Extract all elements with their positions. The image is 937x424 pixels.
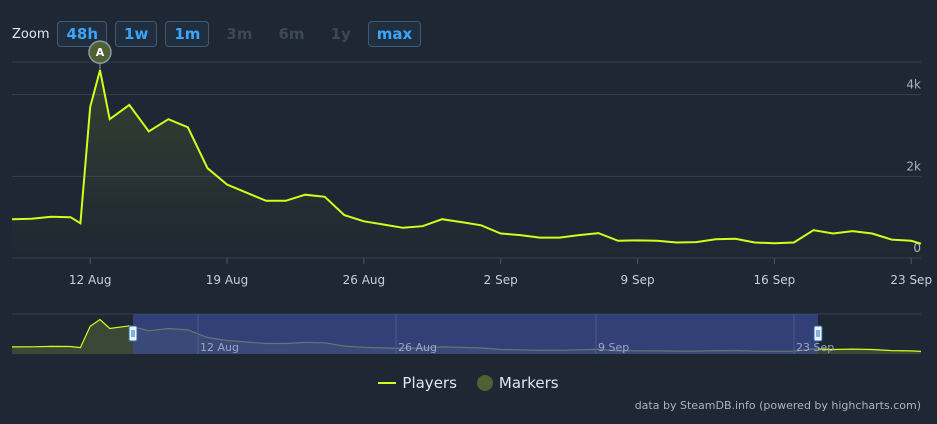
zoom-6m-button: 6m xyxy=(278,25,305,43)
navigator-tick-label: 26 Aug xyxy=(398,341,437,354)
x-axis: 12 Aug 19 Aug 26 Aug 2 Sep 9 Sep 16 Sep 23 Sep xyxy=(69,258,932,287)
players-line xyxy=(11,69,922,245)
navigator-tick-label: 12 Aug xyxy=(200,341,239,354)
navigator-selection[interactable] xyxy=(133,314,818,354)
zoom-label: Zoom xyxy=(12,26,50,42)
zoom-1w-button[interactable]: 1w xyxy=(115,21,158,47)
legend-markers[interactable]: Markers xyxy=(476,374,559,392)
markers-legend-dot-icon xyxy=(476,375,493,391)
zoom-3m-button: 3m xyxy=(226,25,253,43)
x-tick-label: 9 Sep xyxy=(621,273,655,287)
zoom-bar: Zoom 48h 1w 1m 3m 6m 1y max xyxy=(12,20,429,48)
marker-label: A xyxy=(96,46,105,59)
credits[interactable]: data by SteamDB.info (powered by highcha… xyxy=(634,399,921,412)
x-tick-label: 19 Aug xyxy=(206,273,249,287)
players-area xyxy=(12,70,921,258)
markers-layer[interactable]: A xyxy=(88,40,112,71)
x-tick-label: 2 Sep xyxy=(484,273,518,287)
legend-markers-label: Markers xyxy=(498,374,559,392)
legend-players-label: Players xyxy=(402,374,457,392)
marker-a-icon[interactable] xyxy=(88,40,112,64)
navigator-left-handle[interactable] xyxy=(128,325,138,342)
navigator-tick-label: 23 Sep xyxy=(796,341,834,354)
navigator-right-handle[interactable] xyxy=(813,325,823,342)
zoom-max-button[interactable]: max xyxy=(367,21,422,47)
y-axis: 02k4k xyxy=(906,78,921,255)
legend: Players Markers xyxy=(0,374,937,392)
zoom-1m-button[interactable]: 1m xyxy=(165,21,210,47)
x-tick-label: 16 Sep xyxy=(754,273,796,287)
x-tick-label: 12 Aug xyxy=(69,273,112,287)
y-tick-label: 2k xyxy=(906,159,921,173)
zoom-1y-button: 1y xyxy=(330,25,351,43)
legend-players[interactable]: Players xyxy=(378,374,457,392)
navigator[interactable]: 12 Aug 26 Aug 9 Sep 23 Sep xyxy=(11,313,922,354)
x-tick-label: 26 Aug xyxy=(343,273,386,287)
navigator-tick-label: 9 Sep xyxy=(598,341,629,354)
y-tick-label: 4k xyxy=(906,78,921,92)
players-legend-line-icon xyxy=(378,382,397,384)
x-tick-label: 23 Sep xyxy=(890,273,932,287)
